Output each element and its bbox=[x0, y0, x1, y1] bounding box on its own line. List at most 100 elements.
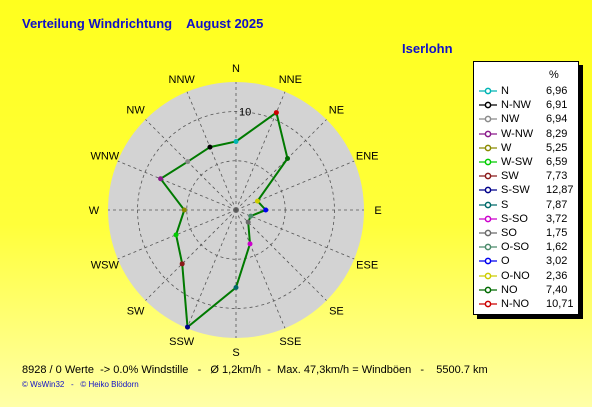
chart-title: Verteilung Windrichtung August 2025 bbox=[22, 16, 264, 31]
legend-label: N bbox=[501, 85, 509, 97]
legend-label: SW bbox=[501, 170, 519, 183]
legend-marker bbox=[479, 130, 497, 137]
direction-label-ne: NE bbox=[329, 105, 344, 117]
legend-value: 3,72 bbox=[546, 212, 568, 225]
direction-label-ene: ENE bbox=[356, 151, 379, 163]
direction-label-wnw: WNW bbox=[90, 151, 119, 163]
rose-grid bbox=[108, 82, 364, 338]
grid-ring bbox=[186, 160, 286, 260]
direction-label-nnw: NNW bbox=[169, 74, 196, 86]
data-point-ne bbox=[285, 155, 291, 161]
legend-item: SW 7,73 bbox=[474, 169, 578, 185]
legend-label: S-SW bbox=[501, 184, 530, 197]
legend-item: N-NO 10,71 bbox=[474, 297, 578, 313]
direction-label-e: E bbox=[374, 205, 381, 217]
legend-item: S 7,87 bbox=[474, 198, 578, 214]
footer-credits: © WsWin32 - © Heiko Blödorn bbox=[22, 380, 139, 389]
legend-item: W-SW 6,59 bbox=[474, 155, 578, 171]
legend-value: 8,29 bbox=[546, 127, 568, 140]
legend-value: 6,94 bbox=[546, 113, 568, 126]
legend-label: NO bbox=[501, 283, 518, 296]
data-point-nnw bbox=[207, 144, 213, 150]
legend: % N 6,96 N-NW 6,91 NW 6,94 W-NW 8,29 W 5,25 W-SW 6,… bbox=[473, 61, 579, 315]
legend-label: S-SO bbox=[501, 212, 528, 225]
legend-item: O 3,02 bbox=[474, 254, 578, 270]
legend-marker bbox=[479, 286, 497, 294]
legend-marker bbox=[479, 144, 497, 152]
data-point-ssw bbox=[185, 324, 191, 330]
legend-item: N 6,96 bbox=[474, 84, 578, 100]
direction-label-n: N bbox=[232, 63, 240, 75]
legend-value: 1,62 bbox=[546, 241, 568, 254]
data-point-nne bbox=[273, 110, 279, 116]
data-point-sse bbox=[247, 241, 253, 247]
data-point-se bbox=[245, 219, 251, 225]
legend-marker bbox=[479, 272, 497, 279]
legend-marker bbox=[479, 215, 497, 223]
legend-label: O bbox=[501, 255, 510, 268]
direction-label-nw: NW bbox=[126, 105, 145, 117]
data-point-ene bbox=[254, 198, 260, 204]
legend-value: 6,91 bbox=[546, 99, 568, 112]
data-point-e bbox=[263, 207, 269, 213]
data-point-nw bbox=[185, 159, 191, 165]
legend-marker bbox=[479, 116, 497, 123]
legend-label: N-NW bbox=[501, 99, 531, 112]
data-point-sw bbox=[179, 261, 185, 267]
legend-label: W-SW bbox=[501, 156, 533, 168]
legend-marker bbox=[479, 101, 497, 109]
legend-value: 7,87 bbox=[546, 198, 568, 211]
legend-value: 7,73 bbox=[546, 170, 568, 183]
legend-label: SO bbox=[501, 227, 517, 239]
footer-stats: 8928 / 0 Werte -> 0.0% Windstille - Ø 1,… bbox=[22, 364, 488, 376]
legend-header: % bbox=[549, 69, 559, 81]
series-points bbox=[158, 110, 291, 330]
legend-value: 12,87 bbox=[546, 184, 574, 197]
legend-item: W-NW 8,29 bbox=[474, 127, 578, 143]
legend-marker bbox=[479, 258, 497, 265]
direction-label-se: SE bbox=[329, 305, 344, 317]
direction-label-nne: NNE bbox=[279, 74, 302, 86]
legend-item: W 5,25 bbox=[474, 141, 578, 157]
legend-value: 5,25 bbox=[546, 141, 568, 154]
data-point-n bbox=[233, 138, 239, 144]
legend-label: NW bbox=[501, 113, 520, 126]
direction-label-ssw: SSW bbox=[169, 336, 195, 348]
data-point-w bbox=[181, 207, 187, 213]
direction-label-w: W bbox=[89, 205, 100, 217]
legend-marker bbox=[479, 201, 497, 208]
direction-label-sse: SSE bbox=[279, 336, 301, 348]
direction-label-wsw: WSW bbox=[91, 259, 120, 271]
legend-item: N-NW 6,91 bbox=[474, 98, 578, 114]
legend-marker bbox=[479, 158, 497, 166]
legend-value: 6,96 bbox=[546, 85, 568, 97]
legend-value: 6,59 bbox=[546, 156, 568, 168]
legend-label: O-NO bbox=[501, 269, 530, 282]
legend-label: W bbox=[501, 141, 512, 154]
legend-marker bbox=[479, 229, 497, 237]
data-point-wnw bbox=[158, 176, 164, 182]
data-point-s bbox=[233, 284, 239, 290]
direction-labels: N NNE NE ENE E ESE SE SSE S SSW SW WSW W WNW NW NNW bbox=[89, 63, 382, 359]
legend-marker bbox=[479, 243, 497, 251]
legend-item: S-SO 3,72 bbox=[474, 212, 578, 228]
legend-value: 1,75 bbox=[546, 227, 568, 239]
legend-value: 3,02 bbox=[546, 255, 568, 268]
data-point-wsw bbox=[173, 232, 179, 238]
legend-value: 2,36 bbox=[546, 269, 568, 282]
direction-label-s: S bbox=[232, 347, 239, 359]
direction-label-ese: ESE bbox=[356, 259, 378, 271]
legend-marker bbox=[479, 87, 497, 95]
legend-item: O-NO 2,36 bbox=[474, 269, 578, 285]
data-point-ese bbox=[248, 213, 254, 219]
legend-label: N-NO bbox=[501, 298, 530, 310]
legend-value: 7,40 bbox=[546, 283, 568, 296]
legend-item: NW 6,94 bbox=[474, 112, 578, 128]
legend-marker bbox=[479, 187, 497, 194]
legend-item: NO 7,40 bbox=[474, 283, 578, 299]
radial-tick-label: 10 bbox=[239, 107, 251, 119]
legend-label: W-NW bbox=[501, 127, 534, 140]
legend-item: SO 1,75 bbox=[474, 226, 578, 242]
direction-label-sw: SW bbox=[127, 305, 145, 317]
